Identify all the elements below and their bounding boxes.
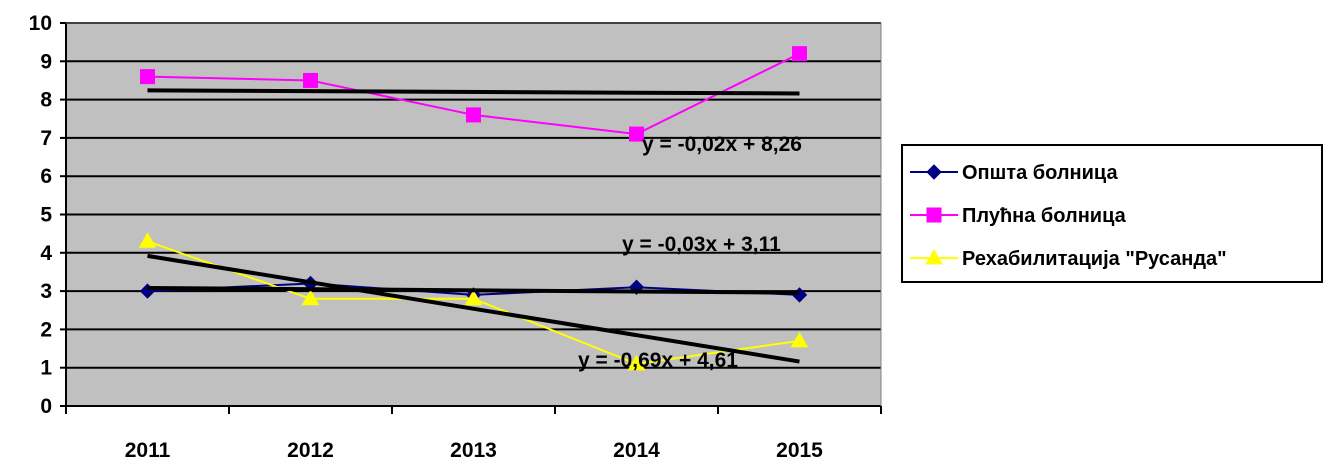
trendline-equation: y = -0,03x + 3,11: [622, 233, 781, 256]
y-tick-label: 3: [40, 280, 52, 303]
trendline-equation: y = -0,02x + 8,26: [642, 133, 802, 156]
y-tick-label: 7: [40, 127, 52, 150]
square-marker: [466, 107, 481, 123]
y-tick-label: 0: [40, 395, 52, 418]
y-tick-label: 5: [40, 204, 52, 227]
x-tick-label: 2014: [613, 439, 660, 462]
x-tick-label: 2015: [776, 439, 823, 462]
trendline: [147, 253, 800, 364]
y-tick-label: 2: [40, 318, 52, 341]
y-axis-ticks: 0 1 2 3 4 5 6 7 8 9 10: [29, 12, 66, 418]
legend-box: [901, 144, 1323, 283]
square-marker: [792, 46, 807, 62]
y-tick-label: 10: [29, 12, 52, 35]
square-marker: [140, 69, 155, 85]
triangle-marker: [464, 289, 483, 306]
legend-label: Плућна болница: [962, 205, 1127, 227]
y-tick-label: 1: [40, 357, 52, 380]
y-tick-label: 9: [40, 50, 52, 73]
trendline-equation: y = -0,69x + 4,61: [578, 349, 738, 372]
y-tick-label: 8: [40, 89, 52, 112]
y-tick-label: 6: [40, 165, 52, 188]
x-axis-ticks: 2011 2012 2013 2014 2015: [65, 406, 882, 462]
triangle-marker: [925, 248, 943, 265]
x-tick-label: 2011: [125, 439, 171, 462]
trendlines-group: [147, 88, 800, 364]
diamond-marker: [926, 164, 942, 180]
triangle-marker: [138, 232, 157, 248]
square-marker: [926, 207, 942, 223]
y-tick-label: 4: [40, 242, 52, 265]
triangle-marker: [627, 354, 646, 371]
x-tick-label: 2013: [450, 439, 497, 462]
triangle-marker: [790, 331, 809, 348]
legend-label: Рехабилитација "Русанда": [962, 248, 1227, 270]
x-tick-label: 2012: [287, 439, 334, 462]
legend-label: Општа болница: [962, 162, 1118, 184]
triangle-marker: [301, 289, 320, 306]
trendline: [147, 286, 800, 295]
trendline: [147, 88, 800, 96]
square-marker: [629, 126, 644, 142]
trendline-labels: y = -0,02x + 8,26 y = -0,03x + 3,11 y = -0…: [578, 133, 802, 372]
square-marker: [303, 72, 318, 88]
legend: Општа болница Плућна болница Рехабилитациј…: [901, 144, 1323, 283]
